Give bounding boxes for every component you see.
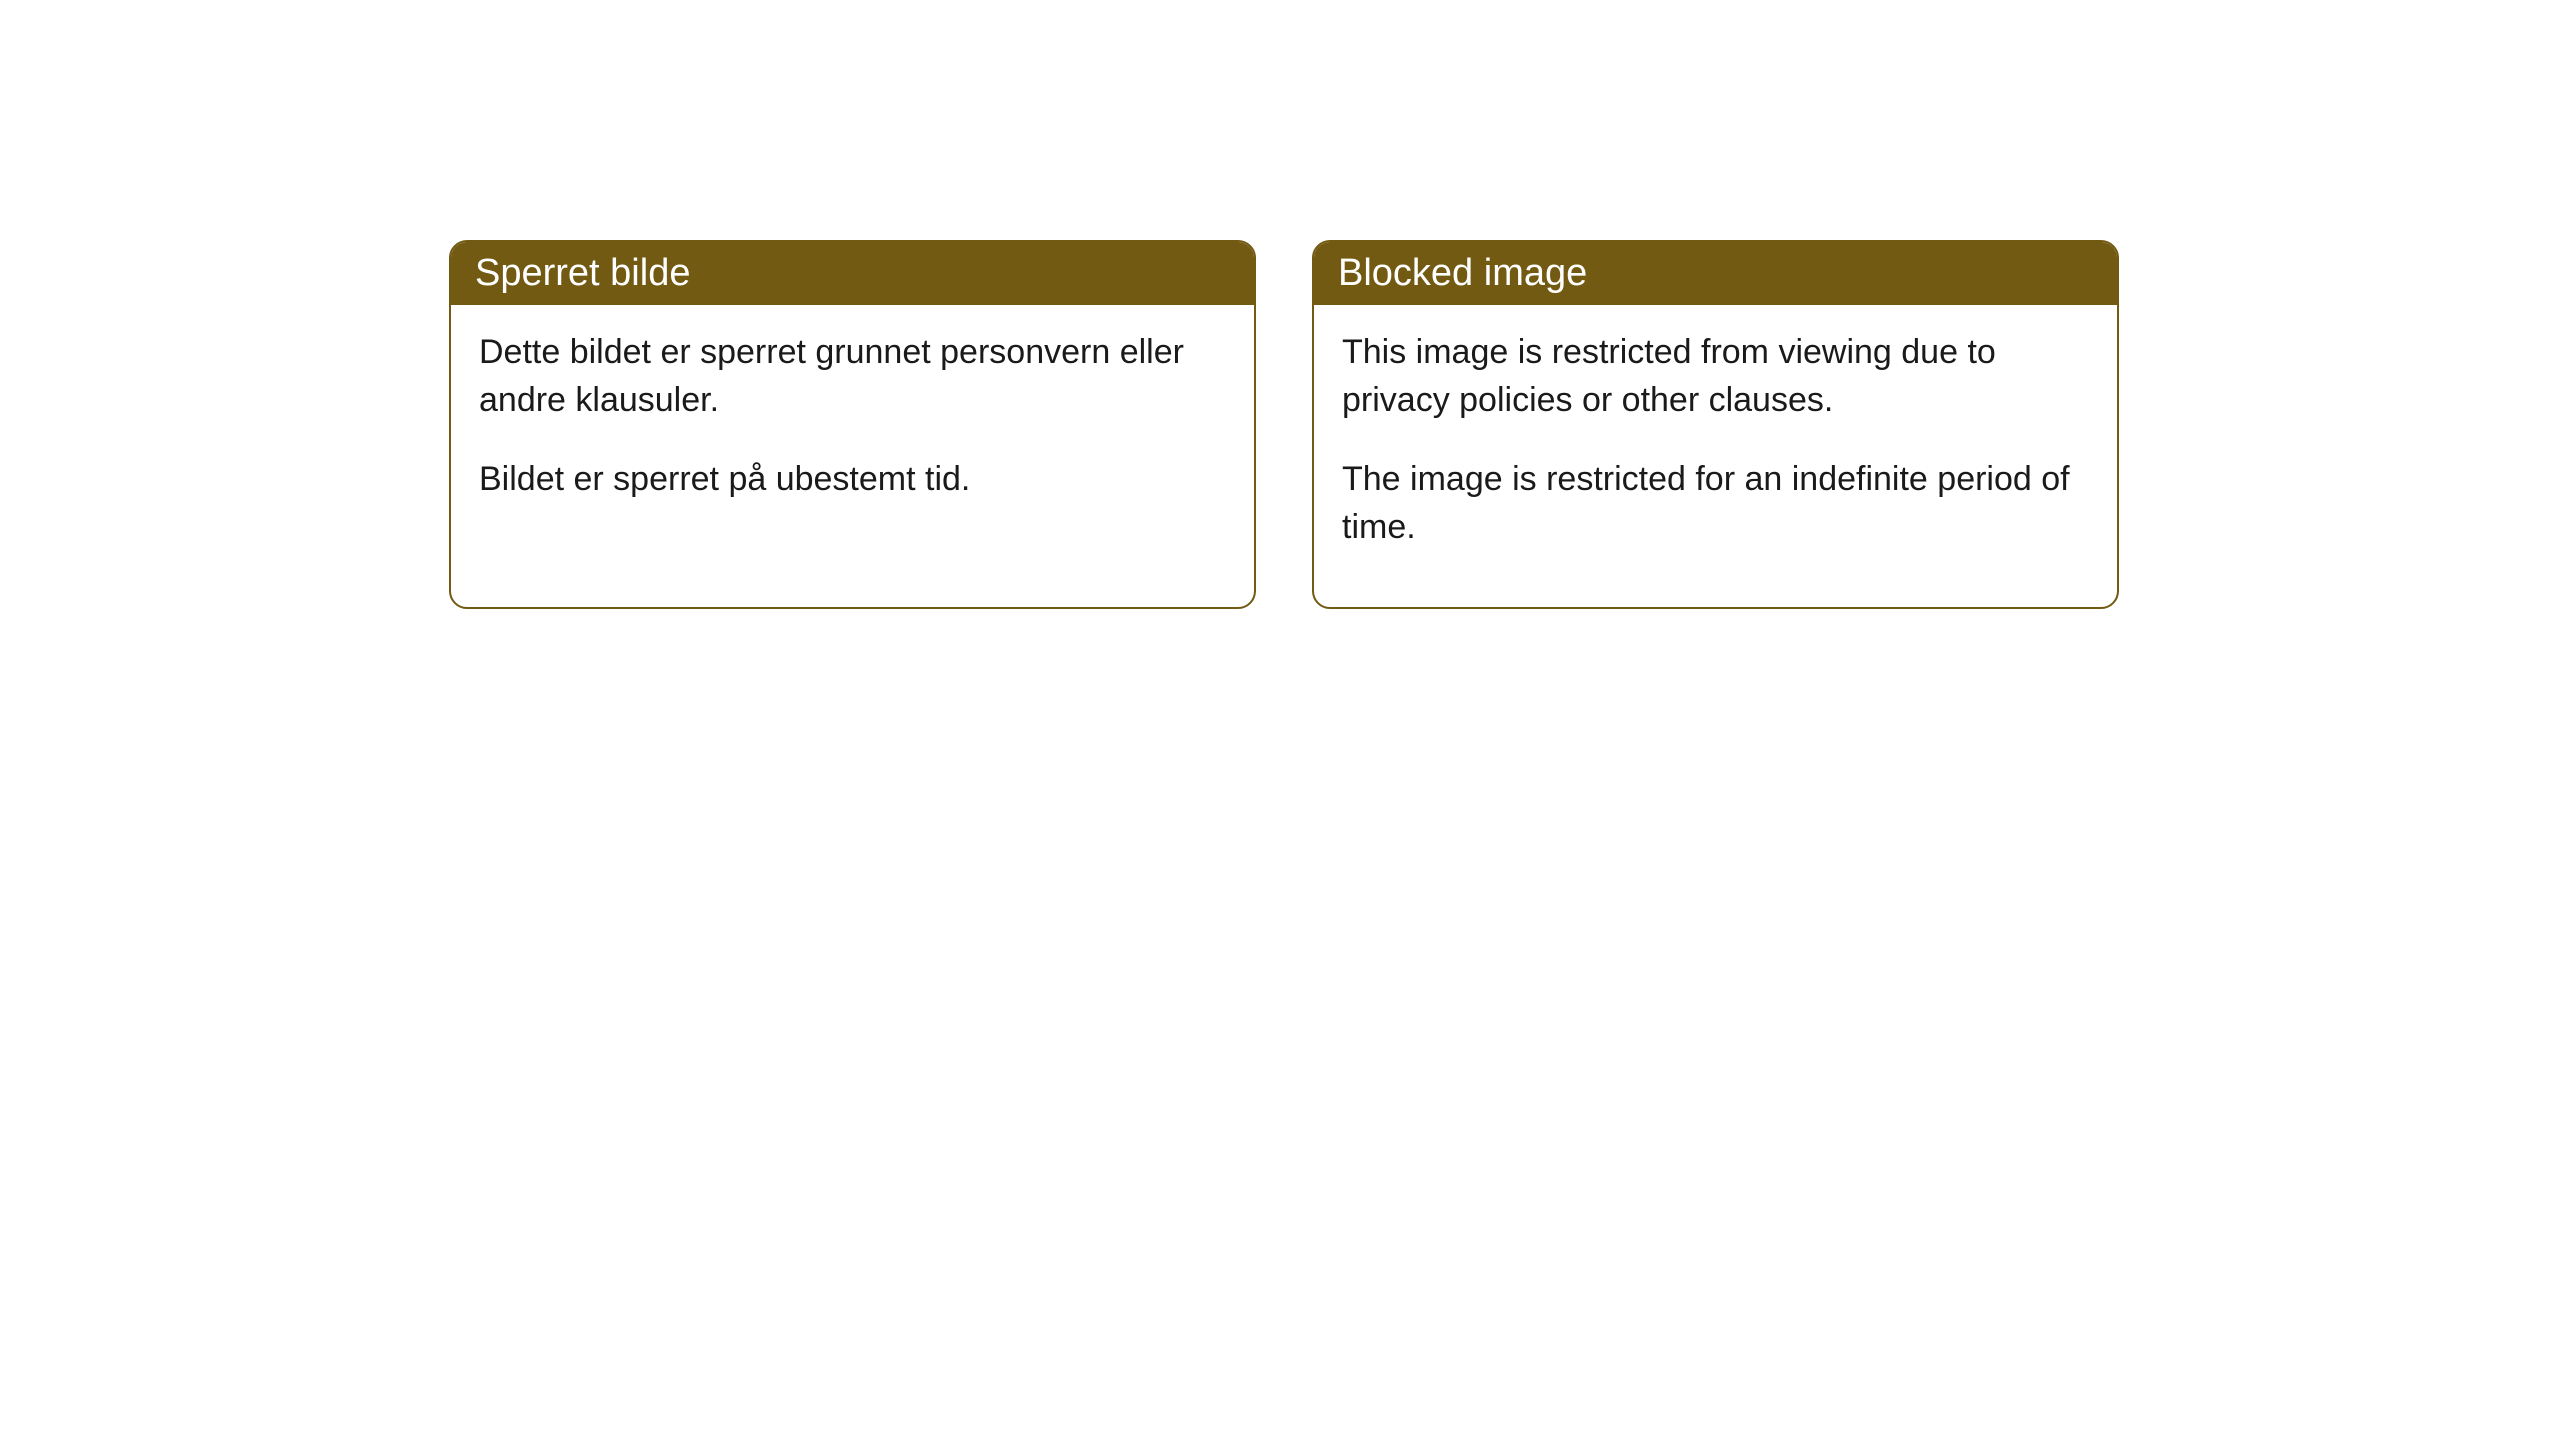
card-paragraph: The image is restricted for an indefinit… bbox=[1342, 456, 2089, 551]
card-body: Dette bildet er sperret grunnet personve… bbox=[451, 305, 1254, 560]
card-paragraph: This image is restricted from viewing du… bbox=[1342, 329, 2089, 424]
card-paragraph: Bildet er sperret på ubestemt tid. bbox=[479, 456, 1226, 504]
blocked-image-card-english: Blocked image This image is restricted f… bbox=[1312, 240, 2119, 609]
card-header: Sperret bilde bbox=[451, 242, 1254, 305]
card-body: This image is restricted from viewing du… bbox=[1314, 305, 2117, 607]
card-paragraph: Dette bildet er sperret grunnet personve… bbox=[479, 329, 1226, 424]
notice-cards-container: Sperret bilde Dette bildet er sperret gr… bbox=[449, 240, 2119, 609]
blocked-image-card-norwegian: Sperret bilde Dette bildet er sperret gr… bbox=[449, 240, 1256, 609]
card-header: Blocked image bbox=[1314, 242, 2117, 305]
card-title: Sperret bilde bbox=[475, 252, 690, 294]
card-title: Blocked image bbox=[1338, 252, 1587, 294]
